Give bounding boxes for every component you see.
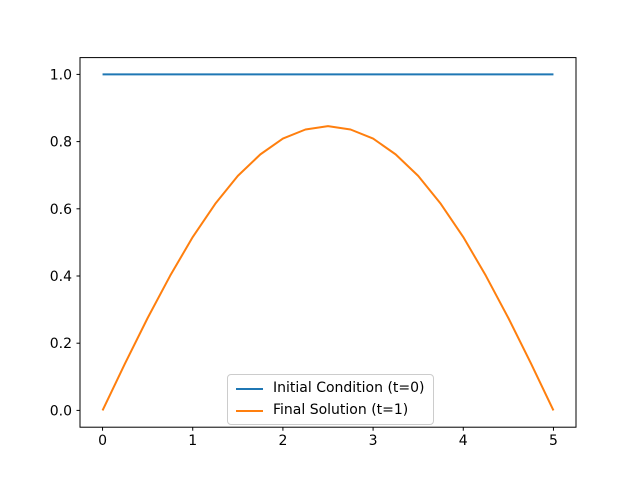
x-tick-label: 5 [549,433,558,449]
x-tick-label: 2 [278,433,287,449]
y-tick-label: 0.0 [50,403,72,419]
legend-item-final-solution: Final Solution (t=1) [236,402,425,419]
x-tick-label: 1 [188,433,197,449]
x-axis-ticks: 0 1 2 3 4 5 [98,427,558,449]
x-tick-label: 3 [369,433,378,449]
y-tick-label: 0.4 [50,269,72,285]
x-tick-label: 0 [98,433,107,449]
legend-line-swatch-initial [236,387,263,390]
final-solution-line [101,125,555,411]
legend-label-initial: Initial Condition (t=0) [273,380,425,396]
y-tick-label: 0.2 [50,336,72,352]
y-tick-label: 0.8 [50,135,72,151]
legend-label-final: Final Solution (t=1) [273,402,409,418]
plot-area-border [79,57,577,428]
x-tick-label: 4 [459,433,468,449]
y-tick-label: 1.0 [50,67,72,83]
legend: Initial Condition (t=0) Final Solution (… [227,374,434,425]
y-axis-ticks: 0.0 0.2 0.4 0.6 0.8 1.0 [50,67,80,419]
y-tick-label: 0.6 [50,202,72,218]
legend-item-initial-condition: Initial Condition (t=0) [236,380,425,397]
legend-line-swatch-final [236,409,263,412]
